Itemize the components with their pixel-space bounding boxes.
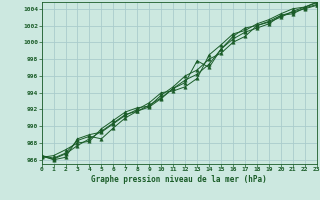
X-axis label: Graphe pression niveau de la mer (hPa): Graphe pression niveau de la mer (hPa): [91, 175, 267, 184]
